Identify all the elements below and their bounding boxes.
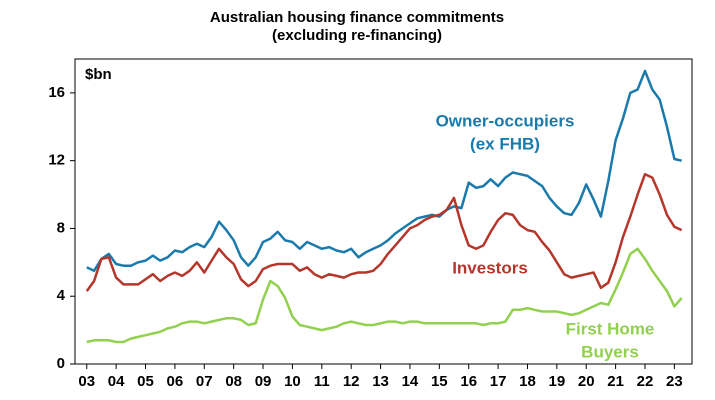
x-tick-label: 11 bbox=[314, 373, 330, 390]
x-tick-label: 18 bbox=[519, 373, 536, 390]
series-line bbox=[86, 69, 682, 273]
series-line bbox=[85, 172, 683, 292]
series-label: Owner-occupiers bbox=[436, 111, 575, 130]
series-label: Investors bbox=[452, 258, 528, 277]
x-tick-label: 08 bbox=[225, 373, 242, 390]
x-tick-label: 21 bbox=[607, 373, 624, 390]
x-tick-label: 03 bbox=[78, 373, 95, 390]
chart-title: (excluding re-financing) bbox=[272, 27, 442, 44]
x-tick-label: 17 bbox=[490, 373, 507, 390]
y-tick-label: 4 bbox=[57, 287, 66, 304]
x-tick-label: 23 bbox=[666, 373, 683, 390]
y-tick-label: 16 bbox=[48, 84, 65, 101]
x-tick-label: 04 bbox=[108, 373, 125, 390]
chart-title: Australian housing finance commitments bbox=[210, 9, 504, 26]
series-label: Buyers bbox=[581, 342, 639, 361]
series-line bbox=[86, 247, 683, 344]
x-tick-label: 06 bbox=[167, 373, 184, 390]
x-tick-label: 15 bbox=[431, 373, 448, 390]
y-tick-label: 8 bbox=[57, 219, 65, 236]
x-tick-label: 13 bbox=[372, 373, 389, 390]
x-tick-label: 14 bbox=[402, 373, 419, 390]
x-tick-label: 10 bbox=[284, 373, 301, 390]
y-unit: $bn bbox=[85, 66, 112, 83]
x-tick-label: 07 bbox=[196, 373, 213, 390]
y-tick-label: 0 bbox=[57, 355, 65, 372]
x-tick-label: 16 bbox=[460, 373, 477, 390]
y-tick-label: 12 bbox=[48, 152, 65, 169]
x-tick-label: 19 bbox=[549, 373, 566, 390]
x-tick-label: 20 bbox=[578, 373, 595, 390]
plot-frame bbox=[74, 58, 693, 365]
series-label: (ex FHB) bbox=[470, 134, 540, 153]
x-tick-label: 09 bbox=[255, 373, 272, 390]
x-tick-label: 12 bbox=[343, 373, 360, 390]
series-label: First Home bbox=[566, 319, 655, 338]
x-tick-label: 05 bbox=[137, 373, 154, 390]
x-tick-label: 22 bbox=[637, 373, 654, 390]
